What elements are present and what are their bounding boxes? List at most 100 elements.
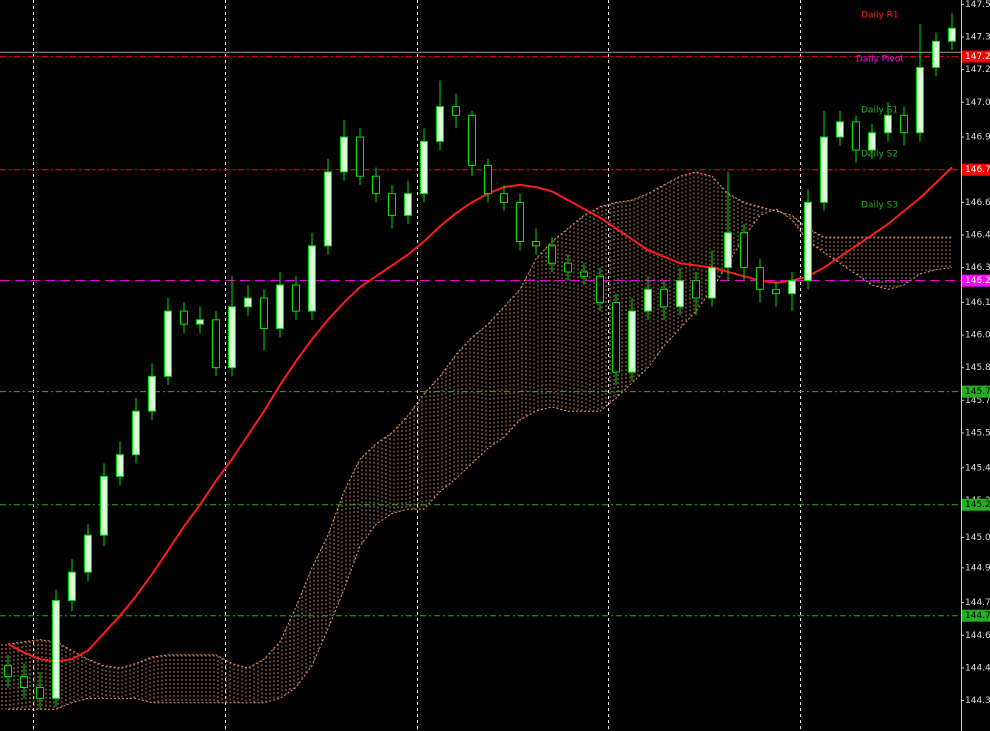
candle-body <box>852 121 860 151</box>
y-tick-label: 144.4 <box>965 663 990 673</box>
level-box <box>962 274 990 287</box>
annotation: Daily S1 <box>861 106 898 116</box>
candle-body <box>628 310 636 373</box>
candle-body <box>516 201 524 242</box>
candle-body <box>196 319 204 325</box>
y-tick-label: 146.0 <box>965 331 990 341</box>
candle-body <box>484 164 492 195</box>
candle-body <box>468 114 476 166</box>
candle-body <box>420 140 428 195</box>
y-tick-label: 146.9 <box>965 133 990 143</box>
y-tick-label: 144.6 <box>965 631 990 641</box>
candle-body <box>836 121 844 138</box>
candle-body <box>740 232 748 269</box>
candle-body <box>228 306 236 369</box>
vertical-grid <box>33 0 801 731</box>
level-label: 145.2 <box>965 500 990 510</box>
candle-body <box>772 288 780 295</box>
candle-body <box>564 262 572 273</box>
candle-body <box>52 599 60 699</box>
y-tick-label: 146.3 <box>965 263 990 273</box>
candle-body <box>388 193 396 216</box>
candle-body <box>580 271 588 277</box>
level-label: 146.2 <box>965 276 990 286</box>
candle-body <box>708 267 716 299</box>
candle-body <box>164 310 172 377</box>
level-box <box>962 385 990 398</box>
candle-body <box>260 297 268 330</box>
level-label: 144.7 <box>965 611 990 621</box>
candle-body <box>452 106 460 116</box>
candle-body <box>548 245 556 264</box>
candle-body <box>884 114 892 134</box>
y-tick-label: 147.5 <box>965 0 990 10</box>
candle-body <box>932 40 940 68</box>
candle-body <box>100 475 108 536</box>
candle-body <box>692 280 700 299</box>
y-tick-label: 147.2 <box>965 65 990 75</box>
level-box <box>962 609 990 622</box>
candle-body <box>900 114 908 134</box>
candle-body <box>116 454 124 477</box>
y-tick-label: 146.6 <box>965 198 990 208</box>
y-tick-label: 144.7 <box>965 598 990 608</box>
y-tick-label: 147.3 <box>965 32 990 42</box>
candle-body <box>36 686 44 699</box>
candle-body <box>948 27 956 42</box>
y-tick-label: 146.1 <box>965 298 990 308</box>
candle-body <box>820 136 828 203</box>
level-box <box>962 163 990 176</box>
moving-average <box>7 166 953 663</box>
y-tick-label: 145.0 <box>965 533 990 543</box>
candle-body <box>804 201 812 282</box>
candle-body <box>292 284 300 312</box>
candle-body <box>356 136 364 177</box>
candle-body <box>212 319 220 369</box>
candle-body <box>868 132 876 151</box>
annotation: Daily S3 <box>861 201 898 211</box>
level-box <box>962 50 990 63</box>
candle-body <box>20 676 28 688</box>
candle-body <box>676 280 684 308</box>
candle-body <box>756 267 764 290</box>
annotation: Daily R1 <box>861 11 899 21</box>
y-tick-label: 145.7 <box>965 396 990 406</box>
candle-body <box>644 288 652 312</box>
candle-body <box>324 171 332 247</box>
candle-body <box>500 193 508 203</box>
candle-body <box>180 310 188 325</box>
candle-body <box>436 106 444 142</box>
candle-body <box>612 301 620 373</box>
candle-body <box>148 375 156 412</box>
y-tick-label: 145.5 <box>965 428 990 438</box>
level-label: 146.7 <box>965 165 990 175</box>
candle-body <box>68 571 76 601</box>
candle-body <box>596 275 604 303</box>
annotation: Daily S2 <box>861 150 898 160</box>
candle-body <box>340 136 348 173</box>
y-tick-label: 145.4 <box>965 463 990 473</box>
y-tick-label: 144.3 <box>965 696 990 706</box>
candle-body <box>244 297 252 308</box>
candle-body <box>916 66 924 134</box>
y-tick-label: 145.8 <box>965 363 990 373</box>
y-tick-label: 146.4 <box>965 230 990 240</box>
level-label: 147.2 <box>965 52 990 62</box>
candle-body <box>276 284 284 330</box>
cloud-span-a <box>7 171 952 669</box>
y-tick-label: 144.9 <box>965 563 990 573</box>
candle-body <box>404 193 412 216</box>
level-label: 145.7 <box>965 387 990 397</box>
level-box <box>962 498 990 511</box>
candle-body <box>372 175 380 195</box>
candle-body <box>660 288 668 308</box>
annotation: Daily Pivot <box>856 55 904 65</box>
candle-body <box>84 534 92 573</box>
candle-body <box>4 665 12 678</box>
candle-body <box>132 410 140 456</box>
cloud-hatch <box>1 172 951 710</box>
candle-body <box>532 240 540 247</box>
candle-body <box>724 232 732 269</box>
